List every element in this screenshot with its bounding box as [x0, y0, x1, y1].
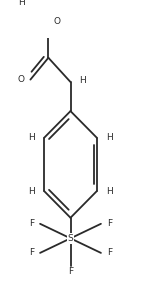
- Text: F: F: [107, 248, 112, 257]
- Text: S: S: [68, 234, 73, 243]
- Text: H: H: [106, 187, 113, 195]
- Text: F: F: [68, 267, 73, 276]
- Text: H: H: [28, 133, 35, 142]
- Text: F: F: [107, 219, 112, 228]
- Text: H: H: [106, 133, 113, 142]
- Text: F: F: [29, 248, 34, 257]
- Text: O: O: [54, 17, 61, 26]
- Text: H: H: [79, 76, 86, 85]
- Text: O: O: [18, 75, 25, 84]
- Text: F: F: [29, 219, 34, 228]
- Text: H: H: [28, 187, 35, 195]
- Text: H: H: [79, 79, 86, 88]
- Text: H: H: [18, 0, 25, 7]
